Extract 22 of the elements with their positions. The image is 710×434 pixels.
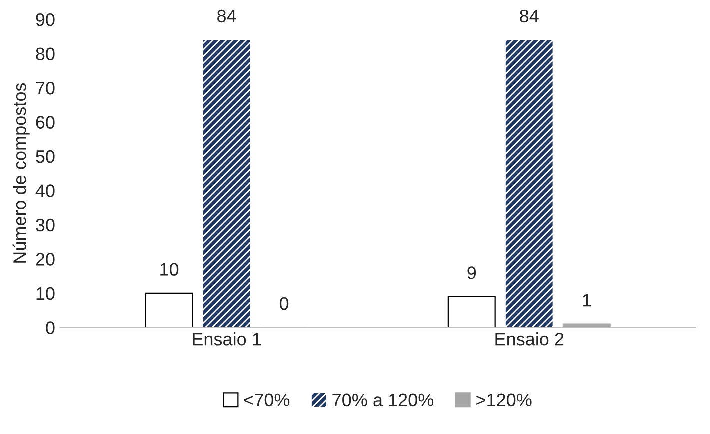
x-tick-label: Ensaio 2	[496, 332, 564, 346]
data-label: 9	[468, 266, 476, 280]
y-tick-label: 70	[36, 82, 55, 95]
y-tick-label: 80	[36, 48, 55, 60]
data-label: 84	[520, 10, 539, 23]
y-tick-label: 50	[36, 150, 55, 164]
y-tick-label: 30	[36, 218, 55, 232]
data-label: 10	[160, 263, 179, 276]
y-axis-title: Número de compostos	[12, 83, 30, 263]
x-tick-label: Ensaio 1	[193, 332, 262, 346]
y-tick-label: 90	[36, 13, 55, 26]
y-tick-label: 20	[36, 253, 55, 266]
legend-label: <70%	[244, 394, 290, 407]
data-label: 1	[583, 294, 592, 307]
y-tick-label: 0	[46, 322, 55, 334]
data-label: 0	[280, 297, 289, 310]
y-tick-label: 10	[36, 287, 55, 300]
legend-label: >120%	[476, 394, 532, 407]
data-label: 84	[218, 10, 236, 23]
legend-label: 70% a 120%	[332, 394, 434, 407]
y-tick-label: 60	[36, 116, 55, 129]
y-tick-label: 40	[36, 184, 55, 198]
